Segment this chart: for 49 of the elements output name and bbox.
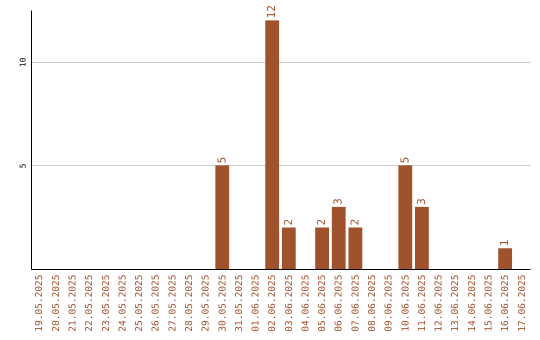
x-tick-label: 27.05.2025 xyxy=(167,274,178,332)
x-tick-label: 02.06.2025 xyxy=(267,274,278,332)
x-tick-label: 10.06.2025 xyxy=(400,274,412,332)
data-label: 2 xyxy=(315,218,328,226)
x-tick-label: 30.05.2025 xyxy=(217,274,228,332)
x-tick-label: 07.06.2025 xyxy=(350,274,362,332)
bar xyxy=(265,20,280,269)
data-label: 5 xyxy=(398,156,412,164)
x-tick-label: 15.06.2025 xyxy=(483,274,494,332)
x-tick-label: 26.05.2025 xyxy=(150,274,162,332)
bar xyxy=(398,165,412,269)
x-tick-label: 12.06.2025 xyxy=(434,274,445,332)
x-tick-label: 05.06.2025 xyxy=(317,274,328,332)
data-label: 2 xyxy=(282,218,295,226)
bar xyxy=(282,228,296,269)
x-tick-label: 19.05.2025 xyxy=(34,274,46,332)
x-tick-label: 31.05.2025 xyxy=(234,274,245,332)
x-tick-label: 01.06.2025 xyxy=(250,274,262,332)
x-tick-label: 22.05.2025 xyxy=(84,274,96,332)
x-tick-label: 03.06.2025 xyxy=(284,274,295,332)
x-tick-label: 23.05.2025 xyxy=(100,274,112,332)
bar xyxy=(348,228,362,269)
data-label: 2 xyxy=(348,218,362,226)
x-tick-label: 09.06.2025 xyxy=(384,274,395,332)
data-label: 3 xyxy=(414,198,428,205)
x-tick-label: 29.05.2025 xyxy=(200,274,212,332)
x-tick-label: 21.05.2025 xyxy=(68,274,79,332)
y-tick-label: 10 xyxy=(18,57,28,68)
x-tick-label: 11.06.2025 xyxy=(416,274,428,332)
data-label: 1 xyxy=(498,240,512,246)
x-tick-label: 17.06.2025 xyxy=(516,274,528,332)
data-label: 5 xyxy=(215,156,228,164)
bar xyxy=(315,228,329,269)
x-tick-label: 28.05.2025 xyxy=(184,274,195,332)
x-tick-label: 08.06.2025 xyxy=(367,274,378,332)
x-tick-label: 14.06.2025 xyxy=(466,274,478,332)
x-tick-label: 16.06.2025 xyxy=(500,274,512,332)
x-tick-label: 13.06.2025 xyxy=(450,274,462,332)
data-label: 3 xyxy=(332,198,345,205)
x-tick-label: 20.05.2025 xyxy=(50,274,62,332)
x-tick-label: 24.05.2025 xyxy=(117,274,128,332)
x-tick-label: 25.05.2025 xyxy=(134,274,146,332)
bar xyxy=(215,165,230,269)
bar xyxy=(498,248,512,269)
x-tick-label: 04.06.2025 xyxy=(300,274,312,332)
bar xyxy=(415,206,429,269)
data-label: 12 xyxy=(265,5,278,18)
x-tick-label: 06.06.2025 xyxy=(334,274,345,332)
bar xyxy=(332,206,346,269)
